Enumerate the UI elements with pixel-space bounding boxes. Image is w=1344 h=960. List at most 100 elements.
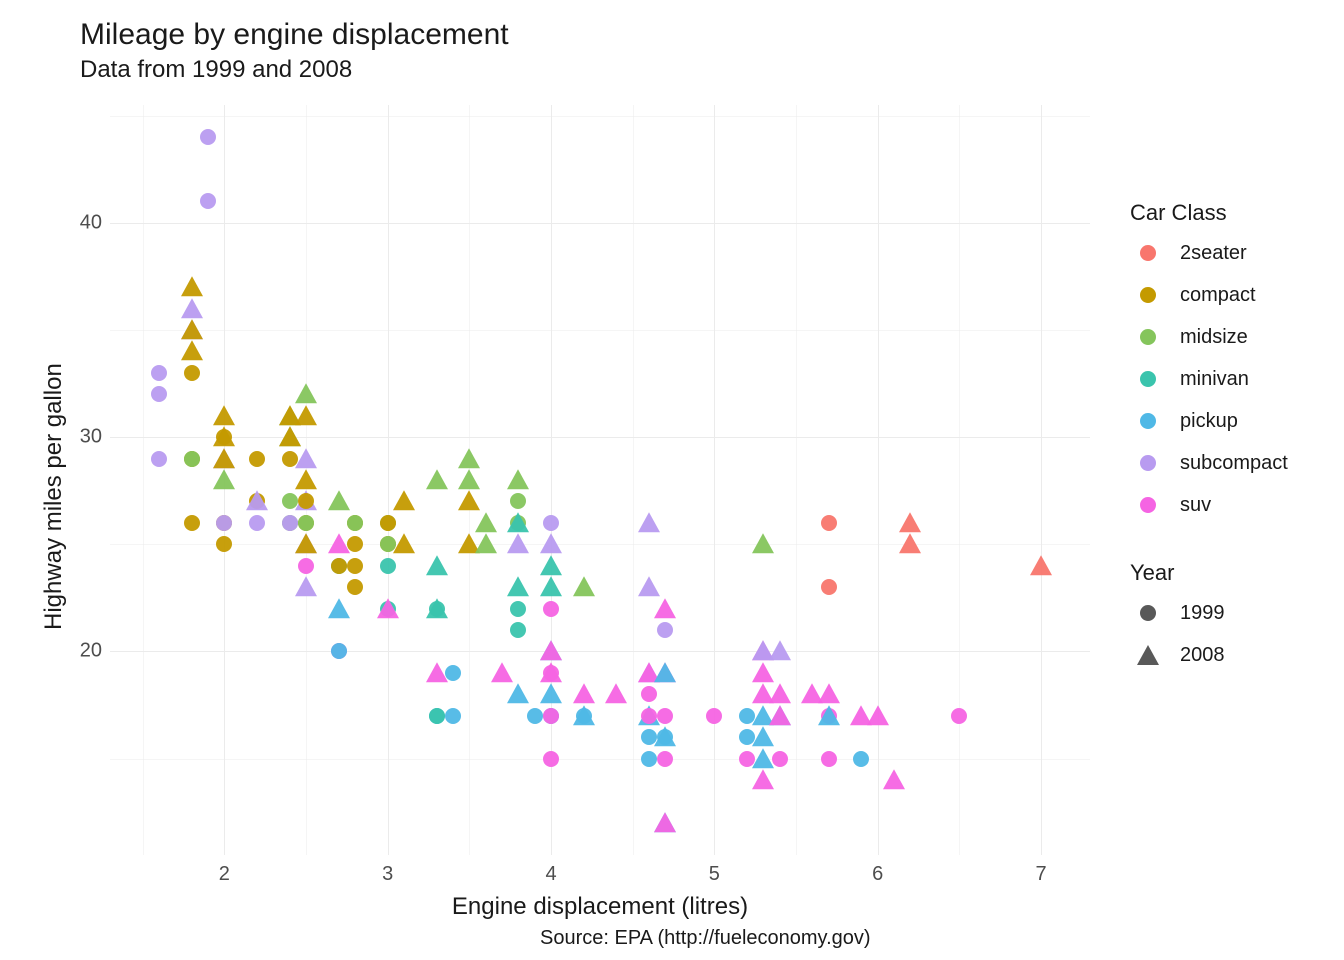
data-point	[216, 536, 232, 552]
data-point	[249, 515, 265, 531]
data-point	[657, 729, 673, 745]
data-point	[605, 680, 627, 703]
data-point	[184, 365, 200, 381]
legend-year-label: 1999	[1180, 602, 1225, 625]
data-point	[380, 515, 396, 531]
data-point	[507, 509, 529, 532]
legend-class-label: 2seater	[1180, 242, 1247, 265]
data-point	[540, 552, 562, 575]
gridline-v-minor	[959, 105, 960, 855]
data-point	[184, 515, 200, 531]
gridline-v	[714, 105, 715, 855]
data-point	[328, 595, 350, 618]
data-point	[573, 573, 595, 596]
legend-class-item: subcompact	[1130, 450, 1288, 476]
data-point	[752, 723, 774, 746]
data-point	[475, 509, 497, 532]
data-point	[475, 530, 497, 553]
data-point	[507, 466, 529, 489]
legend-year: Year 1999 2008	[1130, 560, 1225, 684]
data-point	[951, 708, 967, 724]
data-point	[331, 558, 347, 574]
data-point	[213, 402, 235, 425]
data-point	[426, 595, 448, 618]
data-point	[752, 766, 774, 789]
data-point	[867, 702, 889, 725]
gridline-h-minor	[110, 330, 1090, 331]
legend-year-item: 1999	[1130, 600, 1225, 626]
data-point	[638, 509, 660, 532]
gridline-v-minor	[633, 105, 634, 855]
data-point	[654, 659, 676, 682]
data-point	[295, 466, 317, 489]
chart-subtitle: Data from 1999 and 2008	[80, 56, 352, 84]
chart-caption: Source: EPA (http://fueleconomy.gov)	[540, 927, 871, 950]
plot-area	[110, 105, 1090, 855]
data-point	[445, 708, 461, 724]
data-point	[328, 488, 350, 511]
x-axis-label: Engine displacement (litres)	[420, 893, 780, 921]
data-point	[507, 680, 529, 703]
data-point	[295, 380, 317, 403]
data-point	[1030, 552, 1052, 575]
data-point	[641, 708, 657, 724]
legend-year-item: 2008	[1130, 642, 1225, 668]
x-tick-label: 3	[382, 863, 393, 886]
data-point	[458, 445, 480, 468]
data-point	[445, 665, 461, 681]
data-point	[458, 466, 480, 489]
legend-swatch-triangle-icon	[1130, 642, 1166, 668]
data-point	[151, 365, 167, 381]
chart-title: Mileage by engine displacement	[80, 18, 509, 52]
gridline-v	[551, 105, 552, 855]
legend-class-label: midsize	[1180, 326, 1248, 349]
data-point	[818, 702, 840, 725]
data-point	[181, 338, 203, 361]
legend-car-class: Car Class2seatercompactmidsizeminivanpic…	[1130, 200, 1288, 534]
data-point	[181, 273, 203, 296]
data-point	[543, 751, 559, 767]
legend-class-item: suv	[1130, 492, 1288, 518]
legend-year-title: Year	[1130, 560, 1225, 586]
legend-class-item: 2seater	[1130, 240, 1288, 266]
legend-class-item: pickup	[1130, 408, 1288, 434]
legend-class-item: minivan	[1130, 366, 1288, 392]
y-tick-label: 20	[70, 640, 102, 663]
legend-swatch-circle-icon	[1130, 324, 1166, 350]
data-point	[429, 708, 445, 724]
data-point	[213, 466, 235, 489]
legend-class-label: minivan	[1180, 368, 1249, 391]
legend-swatch-circle-icon	[1130, 408, 1166, 434]
legend-class-label: subcompact	[1180, 452, 1288, 475]
y-axis-label: Highway miles per gallon	[40, 363, 68, 630]
x-tick-label: 6	[872, 863, 883, 886]
data-point	[573, 702, 595, 725]
data-point	[818, 680, 840, 703]
data-point	[282, 515, 298, 531]
data-point	[510, 622, 526, 638]
legend-swatch-circle-icon	[1130, 492, 1166, 518]
data-point	[821, 515, 837, 531]
gridline-h-minor	[110, 544, 1090, 545]
gridline-v	[1041, 105, 1042, 855]
data-point	[393, 530, 415, 553]
chart-container: Mileage by engine displacement Data from…	[0, 0, 1344, 960]
data-point	[899, 509, 921, 532]
data-point	[347, 558, 363, 574]
data-point	[507, 573, 529, 596]
data-point	[426, 466, 448, 489]
x-tick-label: 2	[219, 863, 230, 886]
data-point	[540, 680, 562, 703]
legend-class-title: Car Class	[1130, 200, 1288, 226]
legend-class-label: pickup	[1180, 410, 1238, 433]
data-point	[298, 515, 314, 531]
data-point	[641, 686, 657, 702]
data-point	[377, 595, 399, 618]
data-point	[295, 445, 317, 468]
data-point	[540, 573, 562, 596]
data-point	[772, 751, 788, 767]
data-point	[654, 595, 676, 618]
data-point	[657, 622, 673, 638]
data-point	[200, 129, 216, 145]
data-point	[393, 488, 415, 511]
